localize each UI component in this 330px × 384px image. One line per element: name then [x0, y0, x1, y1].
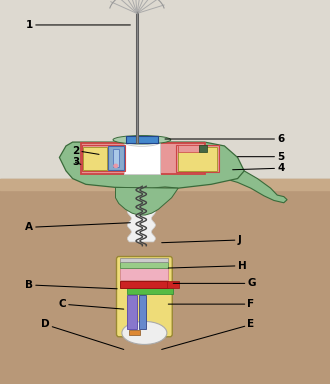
- Text: 4: 4: [233, 163, 284, 173]
- Text: D: D: [41, 319, 124, 349]
- FancyBboxPatch shape: [116, 257, 172, 337]
- Bar: [199, 145, 207, 152]
- Text: G: G: [173, 278, 256, 288]
- Bar: [167, 281, 179, 288]
- Text: H: H: [168, 261, 247, 271]
- Polygon shape: [115, 187, 178, 215]
- Bar: [176, 145, 219, 172]
- Text: 6: 6: [165, 134, 284, 144]
- Bar: [120, 258, 168, 262]
- Text: B: B: [25, 280, 117, 290]
- Polygon shape: [59, 142, 244, 188]
- Bar: [0, 179, 330, 384]
- Bar: [127, 288, 173, 294]
- Bar: [113, 149, 119, 167]
- Bar: [178, 147, 217, 171]
- Bar: [120, 268, 168, 280]
- Bar: [139, 295, 146, 329]
- Bar: [124, 142, 160, 174]
- Text: 3: 3: [72, 157, 81, 167]
- Polygon shape: [218, 163, 287, 203]
- Text: 2: 2: [72, 146, 99, 156]
- Polygon shape: [127, 188, 155, 242]
- Text: J: J: [162, 235, 242, 245]
- Text: 1: 1: [26, 20, 130, 30]
- Bar: [82, 147, 107, 170]
- Bar: [127, 295, 137, 329]
- Bar: [82, 145, 125, 171]
- Text: C: C: [58, 299, 124, 309]
- Text: A: A: [25, 222, 130, 232]
- Ellipse shape: [113, 164, 118, 168]
- Text: E: E: [162, 319, 255, 349]
- Bar: [120, 262, 168, 268]
- Bar: [0, 0, 330, 179]
- Bar: [120, 281, 168, 288]
- Text: 5: 5: [238, 152, 284, 162]
- Ellipse shape: [124, 138, 160, 146]
- Bar: [178, 145, 199, 152]
- Text: F: F: [168, 299, 255, 309]
- Bar: [0, 179, 330, 190]
- Polygon shape: [81, 143, 205, 174]
- Ellipse shape: [113, 136, 171, 144]
- Ellipse shape: [122, 321, 167, 344]
- Bar: [126, 136, 158, 143]
- Bar: [129, 330, 140, 335]
- Bar: [108, 146, 124, 170]
